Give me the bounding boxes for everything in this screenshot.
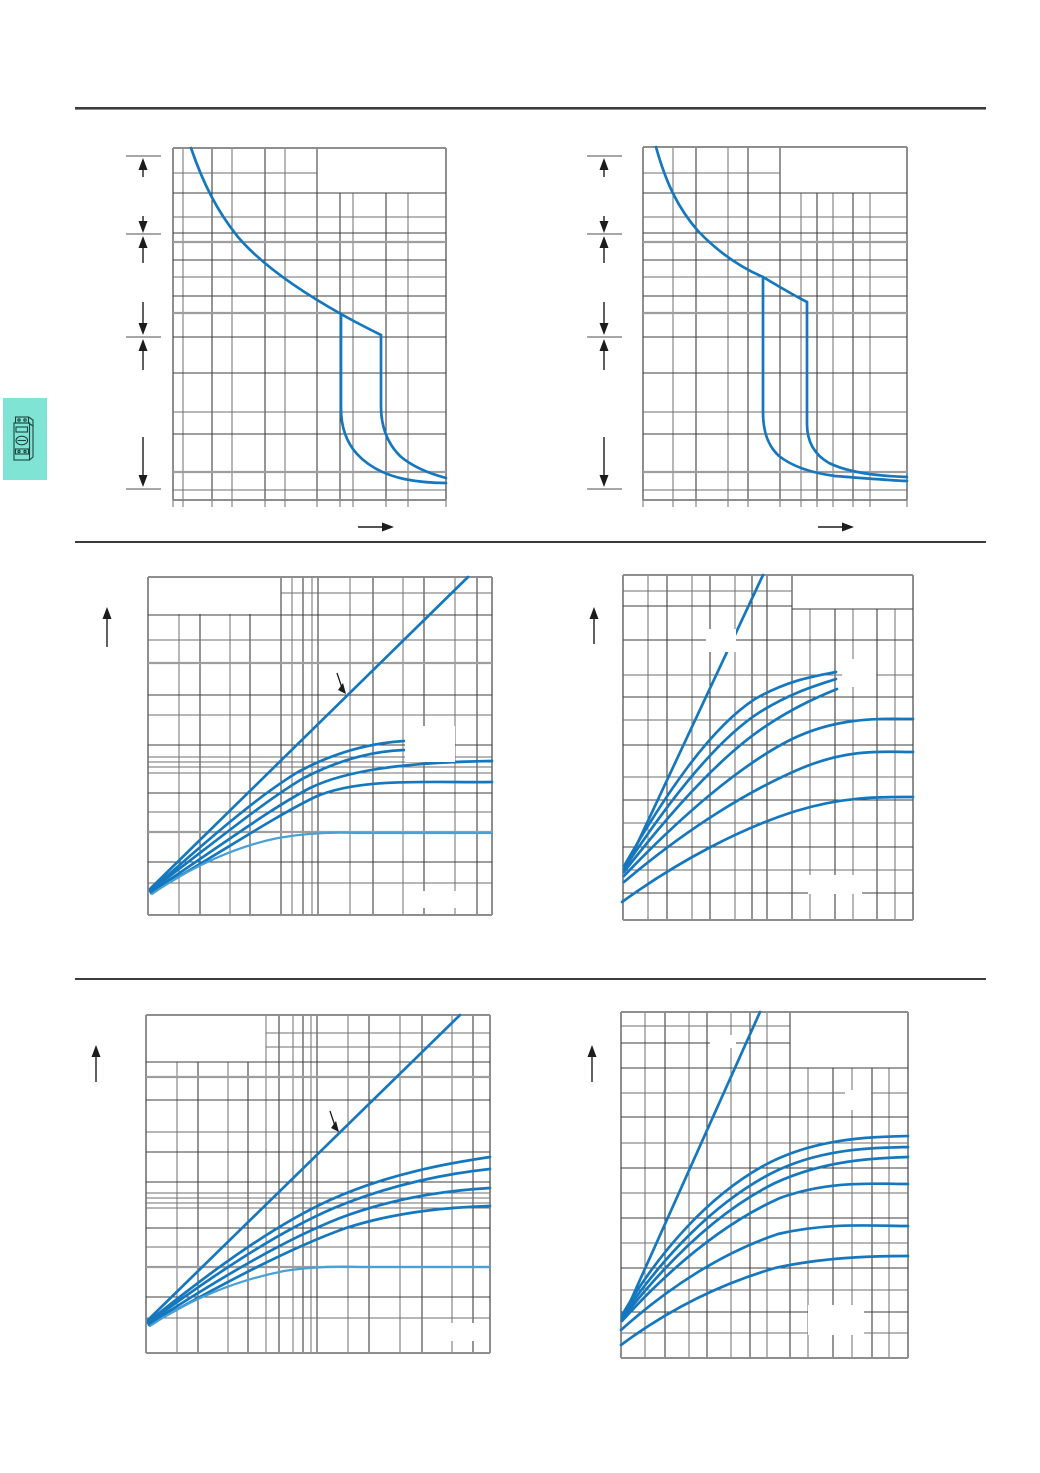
let-through-curve-1 [622, 670, 838, 868]
let-through-curve-5 [619, 1224, 910, 1332]
y-axis-arrow [91, 1045, 101, 1082]
let-through-curve-4 [149, 780, 494, 895]
section-thumb-tab [3, 398, 47, 480]
y-axis-range-arrows [587, 155, 622, 490]
let-through-curve-1 [146, 1155, 492, 1324]
let-through-curve-3 [622, 687, 839, 874]
thermal-trip-curve [654, 145, 765, 279]
let-through-curve-3 [620, 1155, 910, 1321]
let-through-current-chart-2 [589, 573, 915, 921]
blank-label-area [423, 891, 459, 908]
prospective-current-line [146, 1013, 462, 1322]
let-through-current-chart-3 [91, 1013, 492, 1354]
trip-band-upper-limit [339, 312, 448, 480]
blank-label-area [710, 1035, 736, 1048]
annotation-arrow [336, 672, 346, 694]
blank-label-area [808, 875, 862, 894]
blank-label-area [405, 726, 455, 762]
prospective-current-line [623, 573, 765, 872]
prospective-current-line [620, 1010, 762, 1322]
y-axis-arrow [102, 607, 112, 647]
let-through-curve-4 [622, 717, 915, 878]
blank-label-area [845, 1090, 871, 1110]
horizontal-rule-top [75, 107, 986, 110]
let-through-curve-5 [150, 831, 494, 896]
y-axis-arrow [587, 1045, 597, 1082]
y-axis-arrow [589, 607, 599, 644]
x-axis-arrow [818, 522, 854, 532]
let-through-curve-2 [148, 748, 406, 893]
let-through-curve-2 [620, 1145, 910, 1319]
trip-band-upper-limit [761, 275, 909, 479]
let-through-curve-1 [148, 739, 406, 893]
motor-starter-protector-icon [13, 416, 34, 461]
let-through-current-chart-4 [587, 1010, 910, 1359]
tripping-characteristic-chart-right [587, 145, 909, 532]
horizontal-rule-middle [75, 541, 986, 543]
trip-band-lower-limit [761, 275, 909, 483]
let-through-curve-3 [149, 759, 494, 894]
let-through-curve-4 [147, 1204, 492, 1327]
horizontal-rule-lower [75, 978, 986, 980]
let-through-current-chart-1 [102, 575, 494, 916]
let-through-curve-5 [622, 750, 915, 884]
let-through-curve-6 [619, 1254, 910, 1347]
let-through-curve-1 [620, 1134, 910, 1317]
blank-label-area [808, 1305, 864, 1335]
let-through-curve-3 [147, 1186, 492, 1326]
trip-band-lower-limit [339, 312, 448, 485]
blank-label-area [706, 629, 736, 652]
thermal-trip-curve [189, 146, 343, 316]
y-axis-range-arrows [126, 155, 161, 490]
let-through-curve-2 [146, 1167, 492, 1325]
let-through-curve-6 [620, 795, 915, 904]
blank-label-area [842, 659, 876, 687]
tripping-characteristic-chart-left [126, 146, 448, 532]
prospective-current-line [148, 575, 470, 891]
blank-label-area [425, 1323, 475, 1341]
let-through-curve-4 [620, 1182, 910, 1323]
annotation-arrow [329, 1110, 339, 1132]
let-through-curve-2 [622, 677, 838, 871]
x-axis-arrow [358, 522, 394, 532]
let-through-curve-5 [148, 1265, 492, 1328]
